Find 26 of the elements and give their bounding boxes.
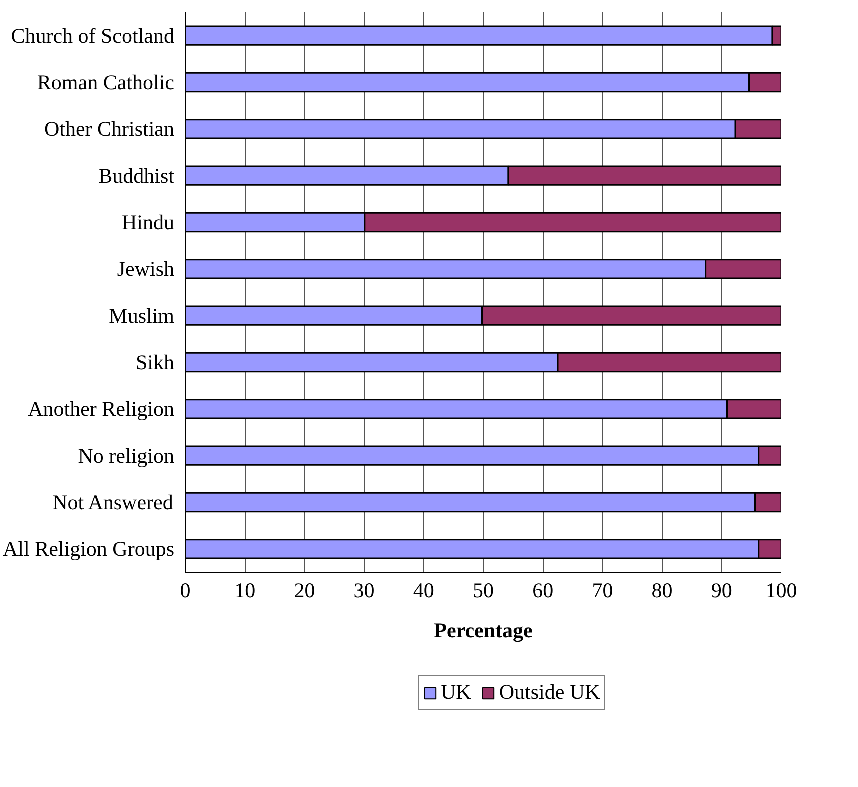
y-tick-label: Buddhist: [98, 164, 175, 188]
y-tick-label: No religion: [78, 444, 175, 468]
y-tick-label: Muslim: [109, 304, 175, 328]
y-tick-label: Sikh: [136, 350, 175, 374]
x-tick-label: 50: [473, 578, 494, 602]
x-tick-label: 20: [294, 578, 316, 602]
y-tick-label: Hindu: [122, 210, 175, 234]
y-tick-label: Church of Scotland: [11, 24, 175, 48]
y-tick-label: Other Christian: [44, 117, 175, 142]
x-tick-label: 40: [413, 578, 434, 602]
legend-label: UK: [441, 680, 472, 705]
y-tick-label: Roman Catholic: [37, 70, 175, 94]
x-tick-label: 60: [532, 578, 554, 602]
y-tick-label: Another Religion: [28, 397, 175, 422]
y-tick-label: Jewish: [117, 257, 175, 282]
y-tick-label: All Religion Groups: [3, 537, 175, 562]
x-tick-label: 80: [652, 578, 673, 602]
x-tick-label: 10: [234, 578, 256, 602]
y-tick-label: Not Answered: [52, 490, 174, 514]
x-tick-label: 90: [711, 578, 732, 602]
x-tick-label: 70: [592, 578, 614, 602]
x-tick-label: 0: [180, 578, 191, 602]
legend-label: Outside UK: [499, 680, 600, 705]
x-tick-label: 30: [354, 578, 375, 602]
x-tick-label: 100: [766, 578, 798, 602]
x-axis-title: Percentage: [434, 618, 533, 642]
